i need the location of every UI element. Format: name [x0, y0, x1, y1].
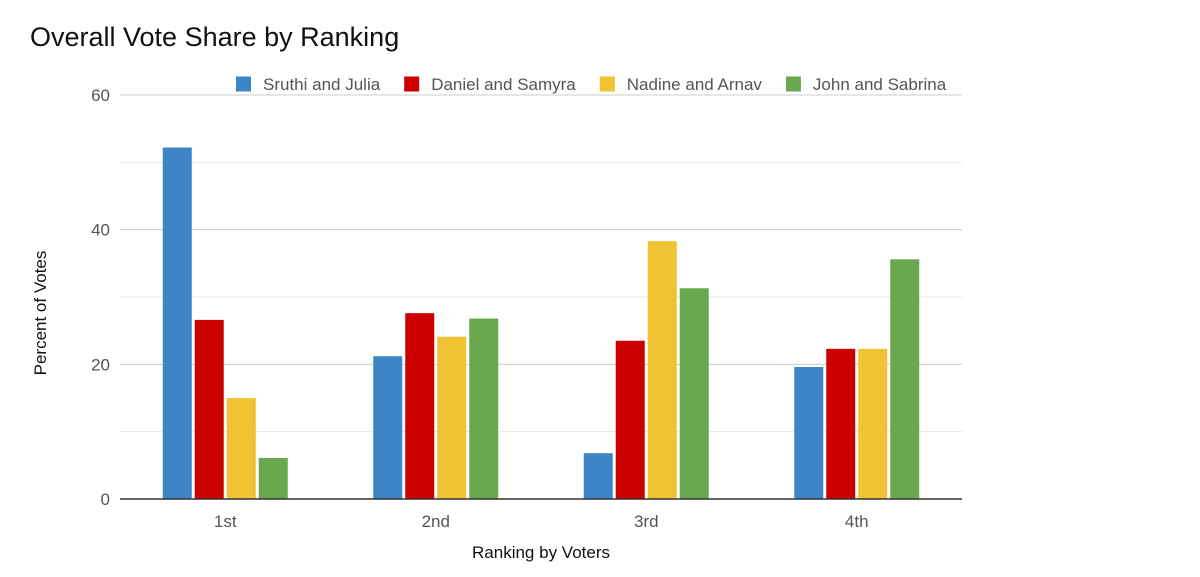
x-axis-label: Ranking by Voters	[472, 543, 610, 562]
bar-daniel-and-samyra-1st	[194, 319, 224, 499]
legend-swatch	[404, 76, 420, 92]
legend-item-sruthi-and-julia: Sruthi and Julia	[236, 75, 381, 94]
bar-nadine-and-arnav-1st	[226, 398, 256, 499]
bar-sruthi-and-julia-4th	[794, 367, 824, 499]
bar-sruthi-and-julia-3rd	[583, 453, 613, 499]
y-tick-label: 60	[91, 86, 110, 105]
legend-item-nadine-and-arnav: Nadine and Arnav	[599, 75, 763, 94]
bar-john-and-sabrina-1st	[258, 457, 288, 499]
y-axis-ticks: 0 20 40 60	[91, 86, 110, 509]
bars	[162, 147, 920, 499]
y-tick-label: 0	[101, 490, 110, 509]
legend-swatch	[785, 76, 801, 92]
bar-nadine-and-arnav-3rd	[647, 241, 677, 499]
y-axis-label: Percent of Votes	[31, 251, 50, 376]
x-tick-label: 3rd	[634, 512, 659, 531]
chart-title: Overall Vote Share by Ranking	[30, 22, 399, 52]
y-tick-label: 40	[91, 221, 110, 240]
bar-john-and-sabrina-3rd	[679, 288, 709, 499]
x-axis-ticks: 1st 2nd 3rd 4th	[214, 512, 869, 531]
legend-label: Daniel and Samyra	[431, 75, 576, 94]
bar-daniel-and-samyra-3rd	[615, 340, 645, 499]
x-tick-label: 4th	[845, 512, 869, 531]
bar-daniel-and-samyra-4th	[826, 348, 856, 499]
bar-daniel-and-samyra-2nd	[405, 313, 435, 499]
bar-john-and-sabrina-4th	[890, 259, 920, 499]
bar-nadine-and-arnav-2nd	[437, 336, 467, 499]
x-tick-label: 2nd	[422, 512, 450, 531]
legend-item-daniel-and-samyra: Daniel and Samyra	[404, 75, 576, 94]
legend-label: Nadine and Arnav	[627, 75, 763, 94]
x-tick-label: 1st	[214, 512, 237, 531]
legend-item-john-and-sabrina: John and Sabrina	[785, 75, 947, 94]
bar-sruthi-and-julia-1st	[162, 147, 192, 499]
legend-label: Sruthi and Julia	[263, 75, 381, 94]
legend: Sruthi and Julia Daniel and Samyra Nadine …	[236, 75, 947, 94]
legend-swatch	[599, 76, 615, 92]
legend-label: John and Sabrina	[813, 75, 947, 94]
y-tick-label: 20	[91, 355, 110, 374]
bar-sruthi-and-julia-2nd	[373, 356, 403, 499]
bar-john-and-sabrina-2nd	[469, 318, 499, 499]
bar-nadine-and-arnav-4th	[858, 348, 888, 499]
legend-swatch	[236, 76, 251, 92]
